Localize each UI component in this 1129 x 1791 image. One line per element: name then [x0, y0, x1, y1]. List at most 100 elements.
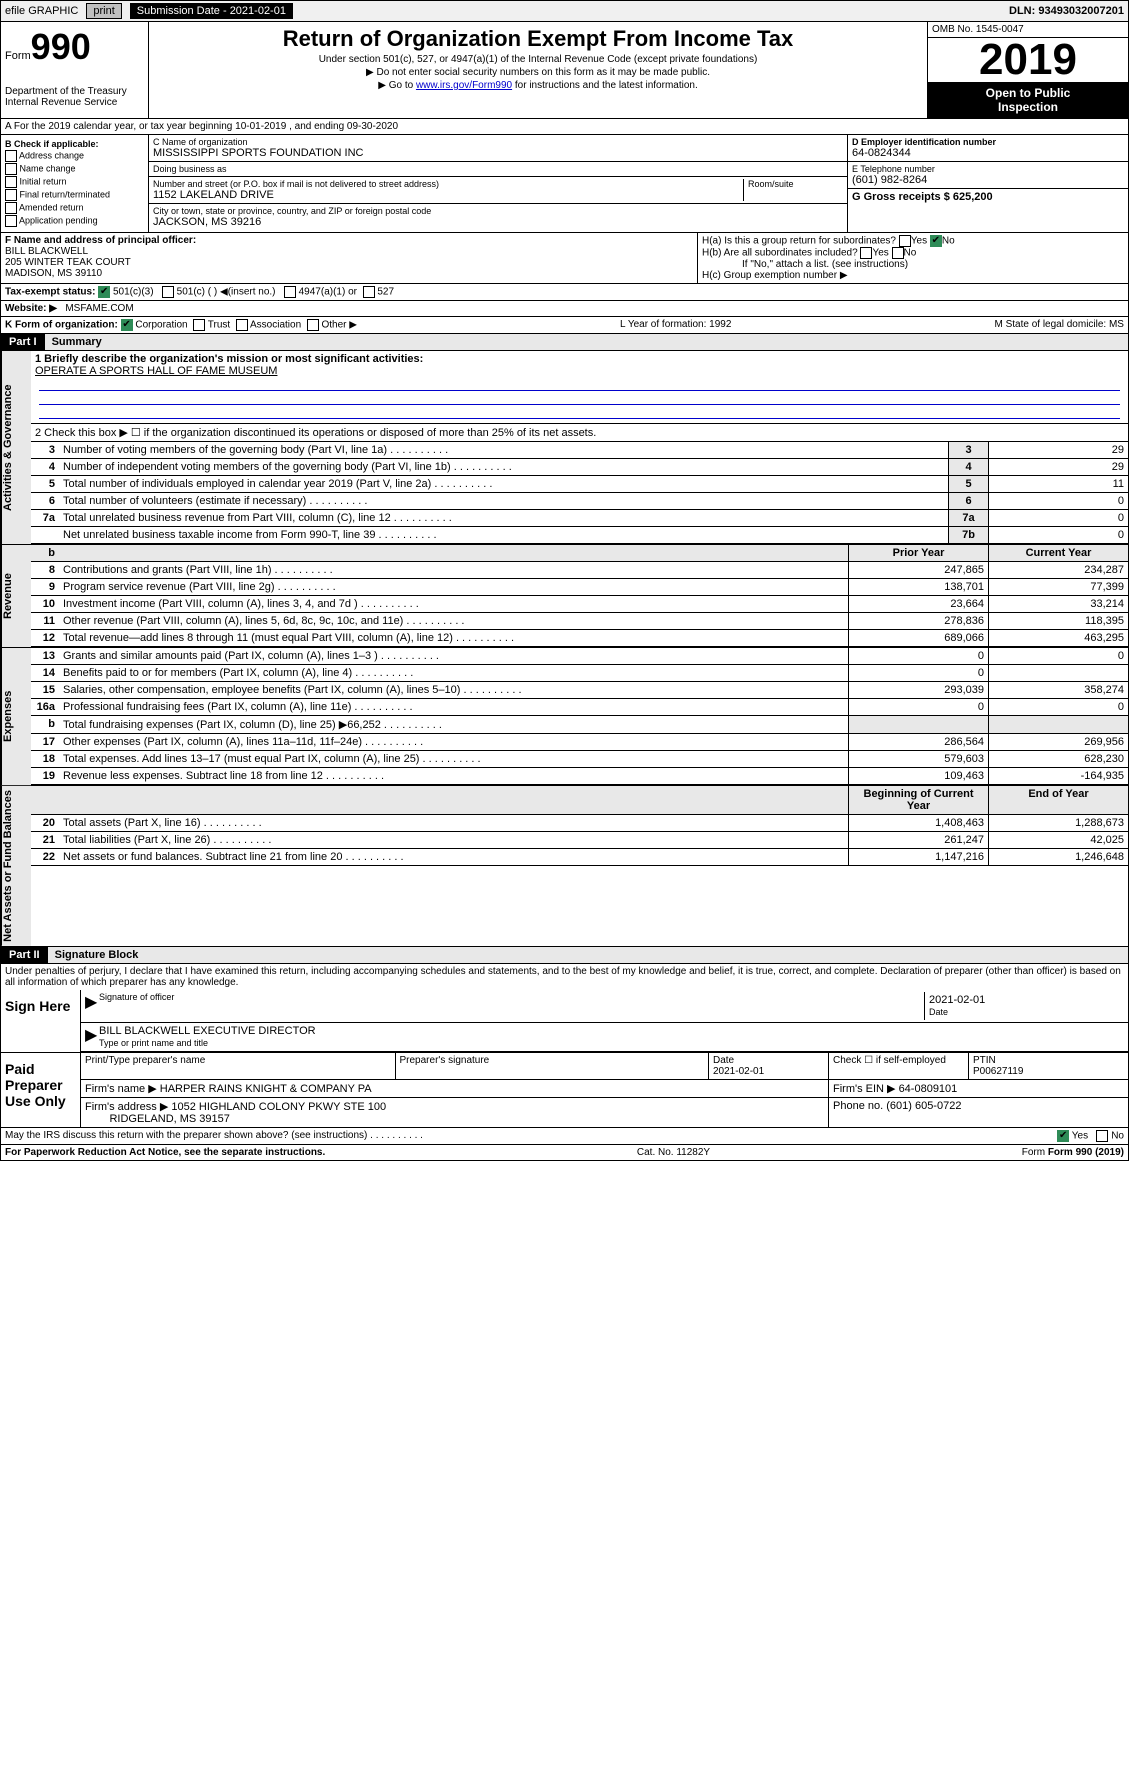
firm-ein: 64-0809101 — [899, 1083, 958, 1095]
subtitle-1: Under section 501(c), 527, or 4947(a)(1)… — [153, 54, 923, 65]
main-info: B Check if applicable: Address change Na… — [0, 135, 1129, 233]
website-value: MSFAME.COM — [65, 303, 133, 314]
summary-row: 9 Program service revenue (Part VIII, li… — [31, 579, 1128, 596]
topbar: efile GRAPHIC print Submission Date - 20… — [0, 0, 1129, 22]
row-num: 8 — [31, 562, 59, 578]
ha-no-cb[interactable] — [930, 235, 942, 247]
row-text: Other revenue (Part VIII, column (A), li… — [59, 613, 848, 629]
firm-phone: (601) 605-0722 — [886, 1100, 961, 1112]
hb-label: H(b) Are all subordinates included? — [702, 248, 858, 259]
tax-year: 2019 — [928, 38, 1128, 82]
row-value: 0 — [988, 510, 1128, 526]
discuss-yes-cb[interactable] — [1057, 1130, 1069, 1142]
sig-arrow-icon: ▶ — [85, 1025, 99, 1049]
row-value: 0 — [988, 527, 1128, 543]
current-value: 0 — [988, 648, 1128, 664]
open-public-2: Inspection — [998, 100, 1058, 114]
prior-value: 247,865 — [848, 562, 988, 578]
form-org-label: K Form of organization: — [5, 320, 118, 331]
cb-amended[interactable]: Amended return — [5, 202, 144, 214]
cb-corp[interactable] — [121, 319, 133, 331]
cb-assoc[interactable] — [236, 319, 248, 331]
irs-link[interactable]: www.irs.gov/Form990 — [416, 80, 512, 91]
prior-year-hdr: Prior Year — [848, 545, 988, 561]
row-box: 5 — [948, 476, 988, 492]
cb-501c3[interactable] — [98, 286, 110, 298]
ha-yes-cb[interactable] — [899, 235, 911, 247]
discuss-no-cb[interactable] — [1096, 1130, 1108, 1142]
prior-value: 261,247 — [848, 832, 988, 848]
cb-initial-return[interactable]: Initial return — [5, 176, 144, 188]
row-text: Total revenue—add lines 8 through 11 (mu… — [59, 630, 848, 646]
officer-print-label: Type or print name and title — [99, 1038, 208, 1048]
cb-4947[interactable] — [284, 286, 296, 298]
current-value: 269,956 — [988, 734, 1128, 750]
org-name-label: C Name of organization — [153, 137, 843, 147]
cb-final-return-label: Final return/terminated — [20, 189, 111, 199]
box-c: C Name of organization MISSISSIPPI SPORT… — [149, 135, 848, 232]
cb-final-return[interactable]: Final return/terminated — [5, 189, 144, 201]
prep-sig-hdr: Preparer's signature — [395, 1053, 709, 1080]
cb-trust[interactable] — [193, 319, 205, 331]
row-text: Total number of volunteers (estimate if … — [59, 493, 948, 509]
row-text: Total fundraising expenses (Part IX, col… — [59, 716, 848, 733]
cb-other[interactable] — [307, 319, 319, 331]
cb-address-change[interactable]: Address change — [5, 150, 144, 162]
row-k: K Form of organization: Corporation Trus… — [0, 317, 1129, 334]
gross-receipts: G Gross receipts $ 625,200 — [852, 191, 1124, 203]
prior-value: 689,066 — [848, 630, 988, 646]
cb-app-pending[interactable]: Application pending — [5, 215, 144, 227]
row-num: b — [31, 716, 59, 733]
preparer-table: Print/Type preparer's name Preparer's si… — [81, 1053, 1128, 1080]
box-f: F Name and address of principal officer:… — [1, 233, 698, 283]
blank-line — [39, 393, 1120, 405]
dln: DLN: 93493032007201 — [1009, 5, 1124, 17]
row-num: 14 — [31, 665, 59, 681]
prior-value: 293,039 — [848, 682, 988, 698]
print-button[interactable]: print — [86, 3, 121, 19]
summary-row: 15 Salaries, other compensation, employe… — [31, 682, 1128, 699]
current-value — [988, 716, 1128, 733]
firm-addr1: 1052 HIGHLAND COLONY PKWY STE 100 — [171, 1101, 386, 1113]
box-b: B Check if applicable: Address change Na… — [1, 135, 149, 232]
addr-label: Number and street (or P.O. box if mail i… — [153, 179, 743, 189]
row-text: Grants and similar amounts paid (Part IX… — [59, 648, 848, 664]
hb-no: No — [904, 248, 917, 259]
summary-row: 19 Revenue less expenses. Subtract line … — [31, 768, 1128, 785]
cb-501c[interactable] — [162, 286, 174, 298]
form-title: Return of Organization Exempt From Incom… — [153, 26, 923, 52]
hb-yes-cb[interactable] — [860, 247, 872, 259]
row-num: 20 — [31, 815, 59, 831]
row-text: Revenue less expenses. Subtract line 18 … — [59, 768, 848, 784]
cb-name-change[interactable]: Name change — [5, 163, 144, 175]
net-header-row: Beginning of Current Year End of Year — [31, 786, 1128, 815]
row-num: 19 — [31, 768, 59, 784]
current-value: 1,246,648 — [988, 849, 1128, 865]
firm-addr-label: Firm's address ▶ — [85, 1101, 168, 1113]
cb-initial-return-label: Initial return — [20, 176, 67, 186]
prior-value: 138,701 — [848, 579, 988, 595]
sig-date: 2021-02-01 — [929, 994, 985, 1006]
row-text: Total expenses. Add lines 13–17 (must eq… — [59, 751, 848, 767]
current-value: 1,288,673 — [988, 815, 1128, 831]
prep-date-val: 2021-02-01 — [713, 1066, 764, 1077]
prior-value: 109,463 — [848, 768, 988, 784]
row-text: Salaries, other compensation, employee b… — [59, 682, 848, 698]
year-header-row: b Prior Year Current Year — [31, 545, 1128, 562]
trust-label: Trust — [208, 320, 230, 331]
hc-row: H(c) Group exemption number ▶ — [702, 270, 1124, 281]
part1-header: Part I Summary — [0, 334, 1129, 351]
hb-no-cb[interactable] — [892, 247, 904, 259]
hb-note: If "No," attach a list. (see instruction… — [702, 259, 1124, 270]
discuss-label: May the IRS discuss this return with the… — [5, 1130, 423, 1141]
cb-527[interactable] — [363, 286, 375, 298]
part2-title: Signature Block — [51, 947, 143, 963]
side-net: Net Assets or Fund Balances — [1, 786, 31, 946]
row-num: 12 — [31, 630, 59, 646]
q2: 2 Check this box ▶ ☐ if the organization… — [31, 424, 1128, 442]
501c-label: 501(c) ( ) ◀(insert no.) — [177, 287, 276, 298]
box-h: H(a) Is this a group return for subordin… — [698, 233, 1128, 283]
officer-name: BILL BLACKWELL — [5, 246, 693, 257]
prior-value: 1,408,463 — [848, 815, 988, 831]
row-text: Number of voting members of the governin… — [59, 442, 948, 458]
